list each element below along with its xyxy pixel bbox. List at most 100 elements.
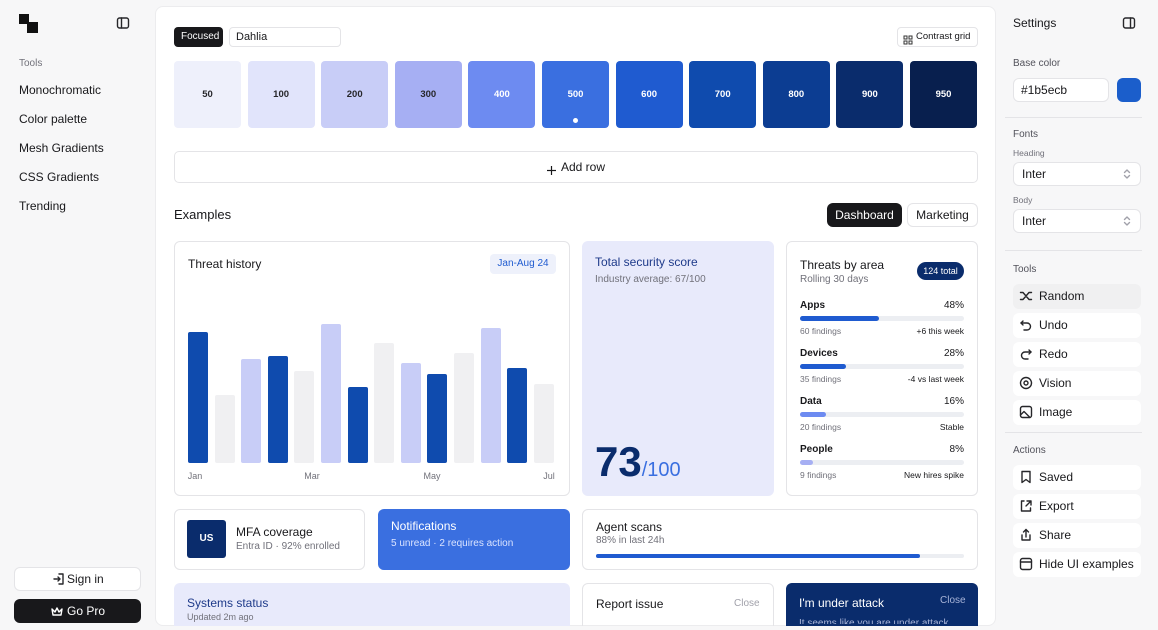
area-name: Apps [800, 300, 825, 311]
icon [1019, 318, 1033, 332]
icon [52, 572, 66, 586]
list-button[interactable] [1013, 284, 1141, 309]
list-button[interactable] [1013, 465, 1141, 490]
base-color-input[interactable] [1013, 78, 1109, 102]
list-button[interactable] [1013, 523, 1141, 548]
color-swatch[interactable] [836, 61, 904, 128]
progress-fill [800, 460, 814, 465]
bar [507, 368, 528, 463]
icon [1019, 470, 1033, 484]
card-title: Threat history [188, 257, 262, 271]
icon [50, 604, 64, 618]
list-button[interactable] [1013, 342, 1141, 367]
threats-by-area-card [786, 241, 978, 496]
area-note: -4 vs last week [907, 374, 964, 384]
sign-in-label: Sign in [67, 572, 104, 586]
area-name: Data [800, 396, 822, 407]
list-button[interactable] [1013, 494, 1141, 519]
list-button[interactable] [1013, 400, 1141, 425]
close-button[interactable]: Close [940, 595, 966, 606]
color-swatch[interactable] [321, 61, 389, 128]
tab[interactable] [827, 203, 902, 227]
progress-track [800, 412, 964, 417]
notifications-card [378, 509, 570, 570]
progress-fill [800, 364, 846, 369]
list-button[interactable] [1013, 552, 1141, 577]
icon [1019, 528, 1033, 542]
progress-fill [800, 316, 879, 321]
badge [490, 254, 556, 274]
list-button[interactable] [1013, 313, 1141, 338]
divider [1005, 432, 1142, 433]
card-title: Agent scans [596, 520, 663, 534]
divider [1005, 117, 1142, 118]
color-swatch[interactable] [689, 61, 757, 128]
list-label: Hide UI examples [1039, 557, 1134, 571]
list-label: Export [1039, 499, 1074, 513]
x-label: Jul [543, 471, 555, 481]
area-note: New hires spike [904, 470, 964, 480]
progress-fill [596, 554, 920, 558]
progress-track [800, 316, 964, 321]
nav-item[interactable]: Monochromatic [19, 83, 102, 97]
mode-toggle[interactable] [174, 27, 223, 47]
card-title: Notifications [391, 519, 457, 533]
icon [1019, 499, 1033, 513]
color-swatch[interactable] [910, 61, 977, 128]
field-label: Heading [1013, 148, 1045, 158]
color-swatch[interactable] [615, 61, 683, 128]
list-button[interactable] [1013, 371, 1141, 396]
go-pro-button[interactable] [14, 599, 141, 623]
bar [241, 359, 262, 463]
bar [374, 343, 395, 463]
color-swatch[interactable] [542, 61, 609, 128]
color-swatch[interactable] [174, 61, 241, 128]
score-max: /100 [641, 459, 681, 481]
color-swatch[interactable] [762, 61, 830, 128]
base-color-swatch[interactable] [1117, 78, 1141, 102]
divider [1005, 250, 1142, 251]
font-select[interactable] [1013, 209, 1141, 233]
card-subtitle: Updated 2m ago [187, 612, 254, 622]
swatch-label: 900 [861, 89, 878, 100]
font-value: Inter [1022, 214, 1047, 228]
badge-label: 124 total [923, 266, 958, 276]
tab[interactable] [907, 203, 978, 227]
font-select[interactable] [1013, 162, 1141, 186]
add-row-button[interactable] [174, 151, 978, 183]
nav-item[interactable]: Trending [19, 199, 66, 213]
swatch-label: 950 [935, 89, 952, 100]
palette-name: Dahlia [236, 31, 268, 43]
sign-in-button[interactable] [14, 567, 141, 591]
swatch-label: 600 [641, 89, 658, 100]
area-percent: 28% [943, 348, 964, 359]
swatch-label: 200 [346, 89, 363, 100]
section-label: Fonts [1013, 129, 1039, 140]
palette-name-input[interactable] [229, 27, 341, 47]
score: 73/100 [595, 440, 681, 492]
card-subtitle: Entra ID · 92% enrolled [236, 541, 340, 552]
security-score-card [582, 241, 774, 496]
attack-card [786, 583, 978, 630]
nav-item[interactable]: Color palette [19, 112, 88, 126]
contrast-grid-button[interactable] [897, 27, 978, 47]
settings-title: Settings [1013, 16, 1057, 30]
icon [1019, 376, 1033, 390]
contrast-grid-label: Contrast grid [916, 31, 971, 42]
nav-item[interactable]: CSS Gradients [19, 170, 100, 184]
section-label: Tools [1013, 264, 1037, 275]
swatch-label: 700 [714, 89, 731, 100]
clip: It seems like you are under attack [786, 615, 978, 624]
card-subtitle: Rolling 30 days [800, 274, 869, 285]
color-swatch[interactable] [468, 61, 536, 128]
color-swatch[interactable] [394, 61, 462, 128]
card-title: MFA coverage [236, 525, 313, 539]
color-swatch[interactable] [247, 61, 315, 128]
area-findings: 20 findings [800, 422, 842, 432]
card-subtitle: 5 unread · 2 requires action [391, 538, 514, 549]
nav-item[interactable]: Mesh Gradients [19, 141, 104, 155]
bar [321, 324, 341, 463]
close-button[interactable]: Close [734, 598, 760, 609]
logo [19, 14, 39, 33]
plus-icon [547, 162, 556, 175]
